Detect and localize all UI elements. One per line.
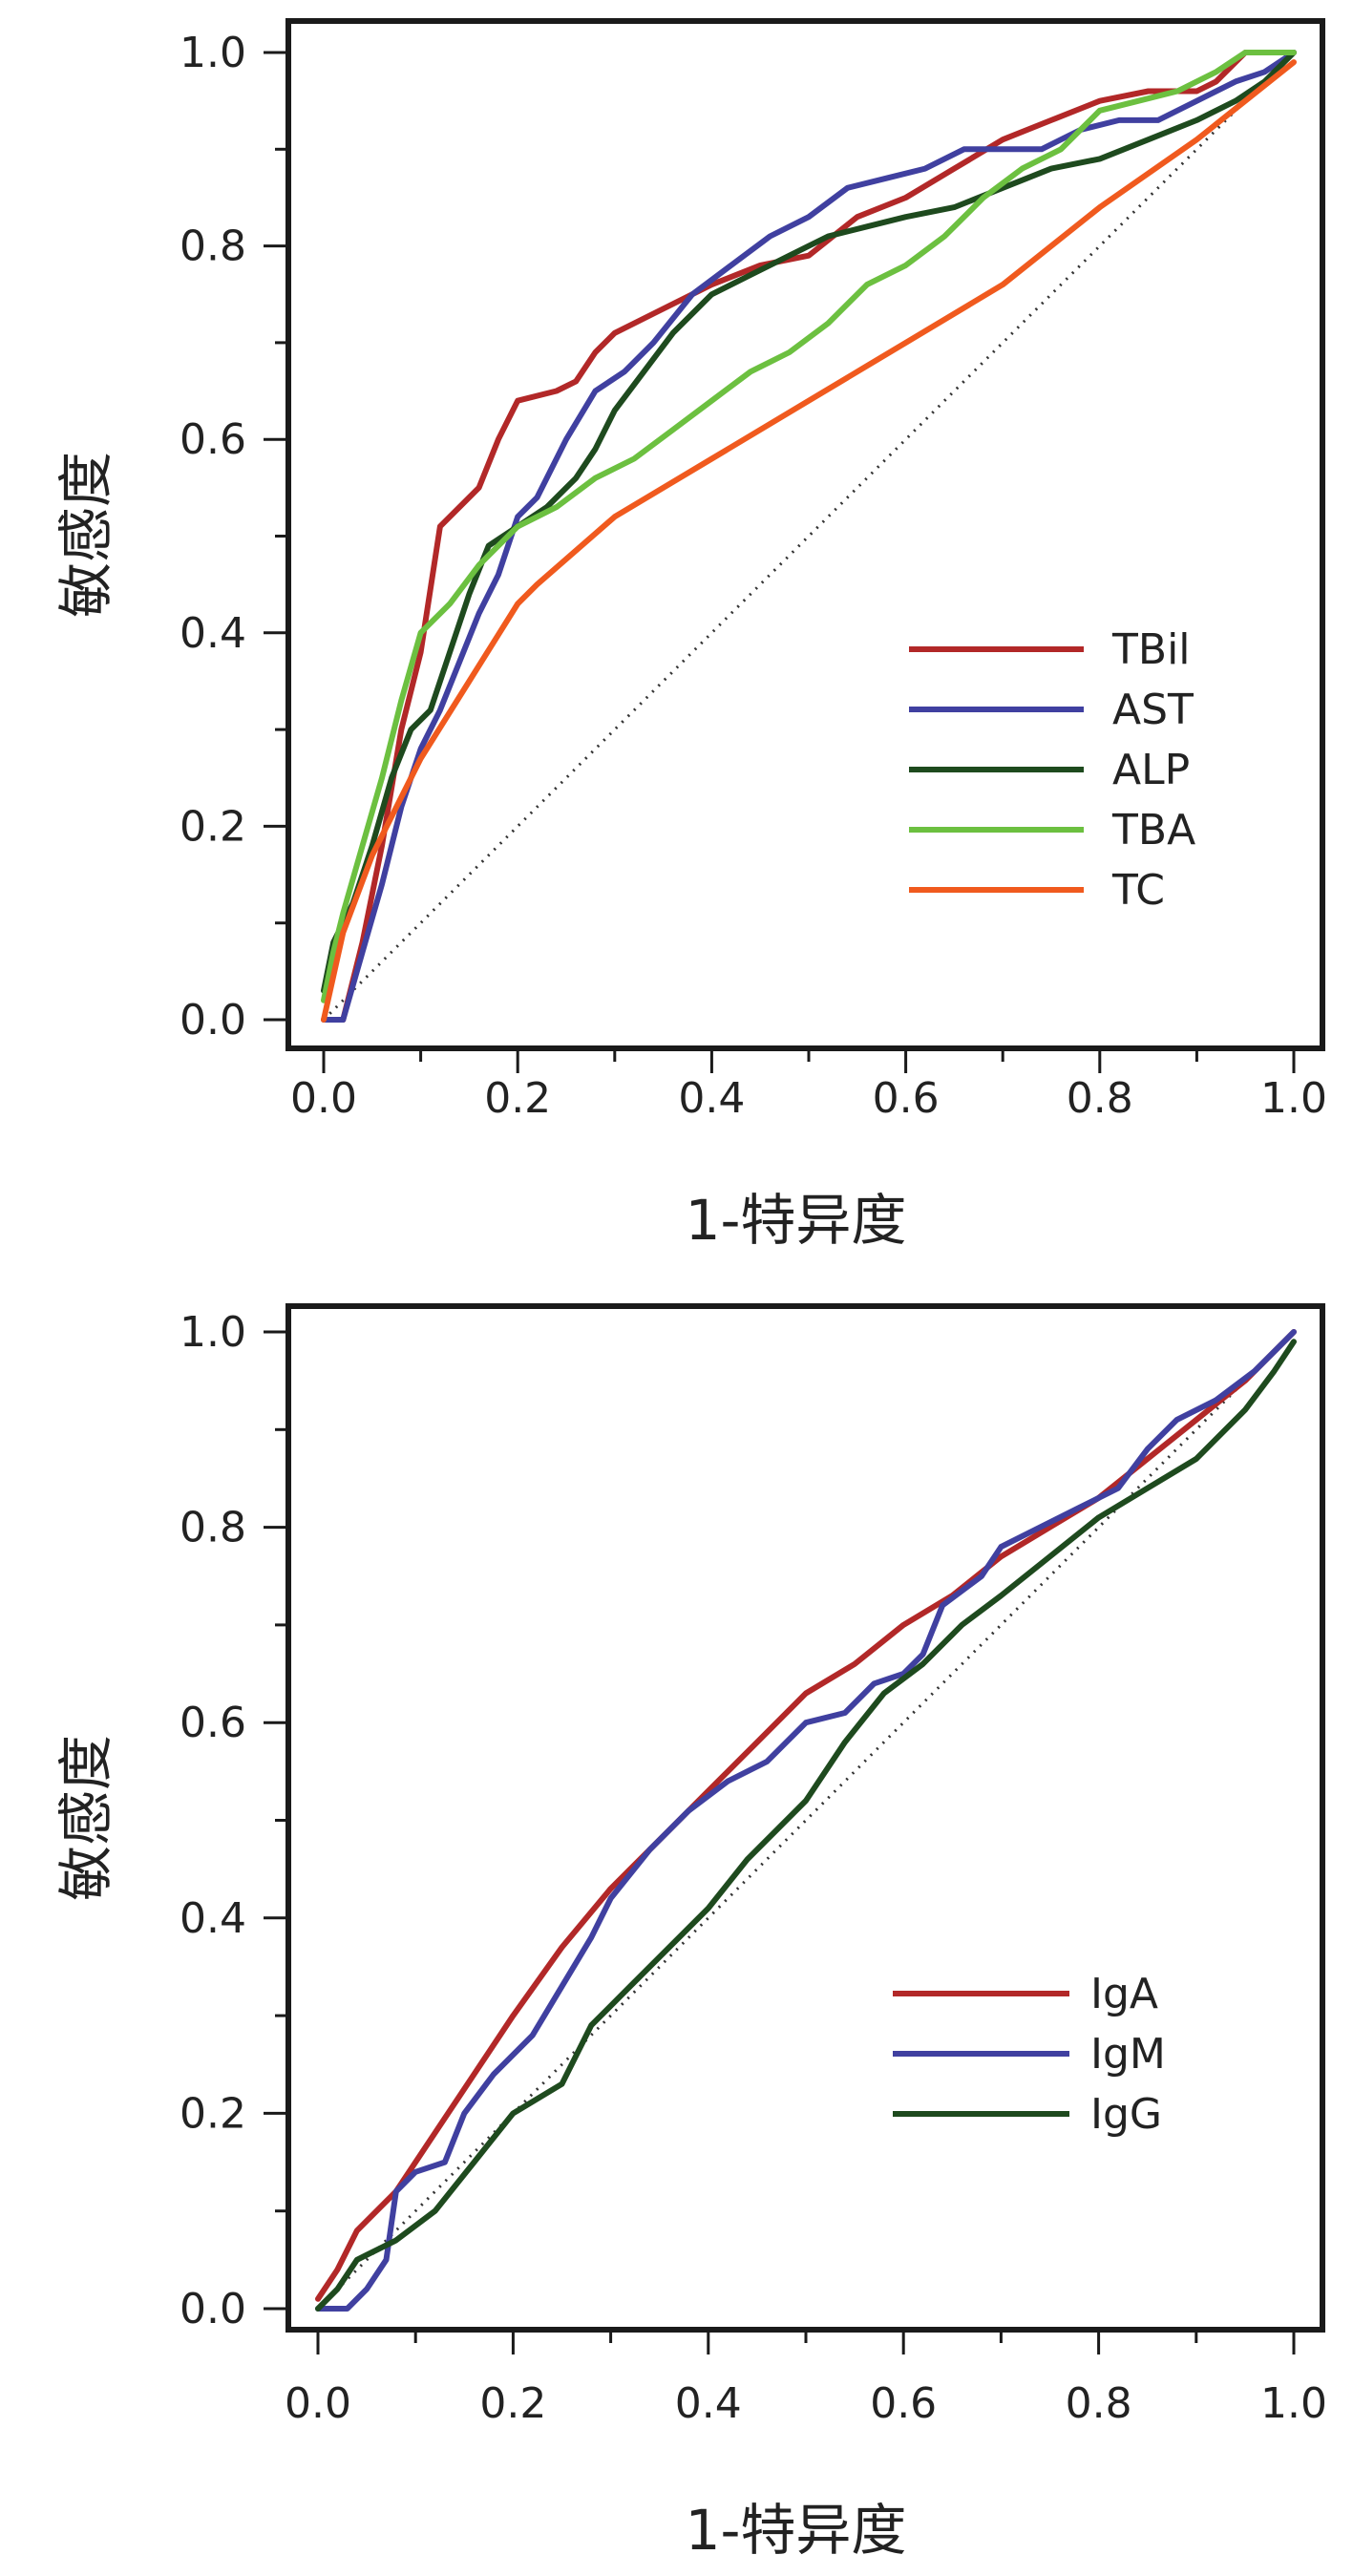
series-line-iga xyxy=(315,1329,1297,2302)
x-tick-label: 0.4 xyxy=(675,2379,742,2428)
x-tick-label: 0.0 xyxy=(290,1074,357,1123)
y-tick-label: 0.0 xyxy=(180,2285,246,2333)
legend-label-tc: TC xyxy=(1111,866,1165,915)
x-tick-label: 0.2 xyxy=(484,1074,551,1123)
x-tick-label: 0.8 xyxy=(1066,2379,1132,2428)
y-axis-title: 敏感度 xyxy=(53,452,118,618)
series-line-tba xyxy=(321,50,1297,1003)
legend-label-igm: IgM xyxy=(1090,2030,1166,2079)
plot-frame xyxy=(285,18,1325,1051)
y-tick-label: 0.0 xyxy=(180,996,246,1045)
legend-label-tba: TBA xyxy=(1111,806,1195,855)
series-line-igg xyxy=(315,1339,1297,2312)
series-line-tc xyxy=(321,59,1297,1023)
y-tick-label: 0.8 xyxy=(180,222,246,271)
series-line-igm xyxy=(315,1329,1297,2312)
x-axis-title: 1-特异度 xyxy=(686,2498,907,2563)
x-tick-label: 0.8 xyxy=(1067,1074,1133,1123)
y-tick-label: 1.0 xyxy=(180,1308,246,1357)
legend-label-iga: IgA xyxy=(1090,1970,1158,2018)
y-tick-label: 1.0 xyxy=(180,29,246,77)
legend-label-ast: AST xyxy=(1112,686,1194,734)
x-tick-label: 1.0 xyxy=(1260,1074,1327,1123)
x-axis-title: 1-特异度 xyxy=(686,1188,907,1253)
y-tick-label: 0.6 xyxy=(180,1699,246,1747)
y-tick-label: 0.2 xyxy=(180,802,246,851)
x-tick-label: 0.4 xyxy=(678,1074,745,1123)
y-tick-label: 0.4 xyxy=(180,609,246,658)
y-tick-label: 0.6 xyxy=(180,415,246,464)
series-line-tbil xyxy=(321,50,1297,1023)
x-tick-label: 0.6 xyxy=(873,1074,940,1123)
chart-panel-2: 0.0 0.2 0.4 0.6 0.8 1.0 0.0 0.2 0.4 0.6 0.8 1.0 1-特异… xyxy=(53,1303,1327,2563)
x-tick-label: 0.2 xyxy=(479,2379,546,2428)
series-line-ast xyxy=(321,50,1297,1023)
legend-label-alp: ALP xyxy=(1112,746,1190,794)
x-tick-label: 1.0 xyxy=(1260,2379,1327,2428)
chart-panel-1: 0.0 0.2 0.4 0.6 0.8 1.0 0.0 0.2 0.4 0.6 0.8 1.0 1-特异… xyxy=(53,18,1327,1253)
plot-frame xyxy=(285,1303,1325,2333)
x-tick-label: 0.6 xyxy=(870,2379,937,2428)
y-tick-label: 0.2 xyxy=(180,2089,246,2138)
reference-diagonal xyxy=(316,1330,1296,2311)
x-tick-label: 0.0 xyxy=(285,2379,351,2428)
y-axis-title: 敏感度 xyxy=(53,1735,118,1901)
series-line-alp xyxy=(321,50,1297,994)
y-tick-label: 0.8 xyxy=(180,1504,246,1552)
y-tick-label: 0.4 xyxy=(180,1894,246,1943)
legend-label-igg: IgG xyxy=(1090,2090,1162,2139)
legend-label-tbil: TBil xyxy=(1111,625,1191,674)
